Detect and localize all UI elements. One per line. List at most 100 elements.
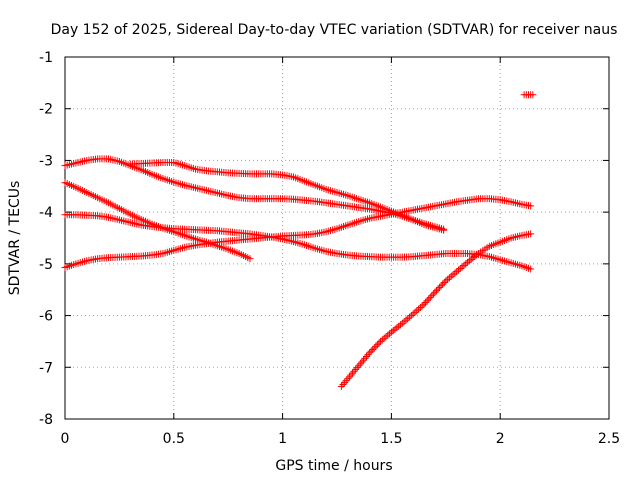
data-point (384, 331, 392, 339)
data-point (415, 305, 423, 313)
data-point (413, 307, 421, 315)
data-point (460, 261, 468, 269)
data-point (369, 346, 377, 354)
data-point (453, 268, 461, 276)
data-point (416, 303, 424, 311)
data-point (464, 258, 472, 266)
data-point (345, 373, 353, 381)
data-point (395, 322, 403, 330)
data-point (527, 265, 535, 273)
data-point (400, 318, 408, 326)
data-point (344, 375, 352, 383)
y-tick-label: -2 (39, 102, 53, 118)
data-point (444, 275, 452, 283)
data-point (407, 312, 415, 320)
data-point (387, 328, 395, 336)
data-point (529, 91, 537, 99)
data-point (429, 290, 437, 298)
data-point (337, 382, 345, 390)
data-point (361, 354, 369, 362)
x-tick-label: 1 (278, 431, 287, 447)
data-point (341, 379, 349, 387)
data-point (370, 344, 378, 352)
y-tick-label: -3 (39, 153, 53, 169)
data-point (389, 327, 397, 335)
x-tick-label: 0 (61, 431, 70, 447)
data-point (436, 283, 444, 291)
data-point (378, 336, 386, 344)
x-tick-label: 0.5 (163, 431, 185, 447)
data-point (425, 295, 433, 303)
data-point (349, 369, 357, 377)
grid (65, 57, 609, 419)
y-axis: -8 -7 -6 -5 -4 -3 -2 -1 (39, 50, 609, 428)
data-point (447, 272, 455, 280)
data-point (440, 226, 448, 234)
data-point (469, 254, 477, 262)
data-point (527, 202, 535, 210)
data-point (426, 293, 434, 301)
data-point (396, 321, 404, 329)
y-tick-label: -6 (39, 309, 53, 325)
data-point (366, 349, 374, 357)
data-point (342, 377, 350, 385)
y-tick-label: -8 (39, 412, 53, 428)
data-point (467, 255, 475, 263)
data-point (411, 308, 419, 316)
data-point (432, 287, 440, 295)
data-point (431, 288, 439, 296)
data-point (380, 334, 388, 342)
data-point (423, 297, 431, 305)
x-axis-label: GPS time / hours (275, 458, 392, 474)
data-point (393, 324, 401, 332)
data-point (391, 325, 399, 333)
data-point (359, 356, 367, 364)
data-point (527, 230, 535, 238)
data-point (363, 352, 371, 360)
data-point (439, 280, 447, 288)
data-point (451, 269, 459, 277)
data-point (442, 277, 450, 285)
data-point (434, 285, 442, 293)
data-point (353, 364, 361, 372)
data-points (61, 91, 537, 390)
data-point (355, 362, 363, 370)
y-tick-label: -1 (39, 50, 53, 66)
x-tick-label: 1.5 (380, 431, 402, 447)
data-point (462, 260, 470, 268)
data-point (456, 265, 464, 273)
data-point (356, 360, 364, 368)
data-point (347, 371, 355, 379)
y-tick-label: -7 (39, 360, 53, 376)
x-tick-label: 2 (496, 431, 505, 447)
chart-title: Day 152 of 2025, Sidereal Day-to-day VTE… (51, 22, 618, 38)
data-point (449, 271, 457, 279)
data-point (418, 302, 426, 310)
data-point (409, 310, 417, 318)
data-point (364, 351, 372, 359)
data-point (465, 257, 473, 265)
x-tick-label: 2.5 (598, 431, 620, 447)
plot-frame (64, 56, 610, 420)
data-point (454, 266, 462, 274)
data-point (422, 298, 430, 306)
data-point (404, 315, 412, 323)
data-point (367, 347, 375, 355)
data-point (382, 333, 390, 341)
data-point (445, 274, 453, 282)
data-point (406, 313, 414, 321)
x-axis: 0 0.5 1 1.5 2 2.5 (61, 57, 620, 447)
data-point (398, 319, 406, 327)
data-point (420, 300, 428, 308)
data-point (350, 367, 358, 375)
y-axis-label: SDTVAR / TECUs (7, 181, 23, 296)
data-point (358, 358, 366, 366)
data-point (437, 282, 445, 290)
data-point (471, 252, 479, 260)
data-point (386, 330, 394, 338)
data-point (246, 255, 254, 263)
data-point (458, 263, 466, 271)
data-point (473, 251, 481, 259)
data-point (339, 380, 347, 388)
